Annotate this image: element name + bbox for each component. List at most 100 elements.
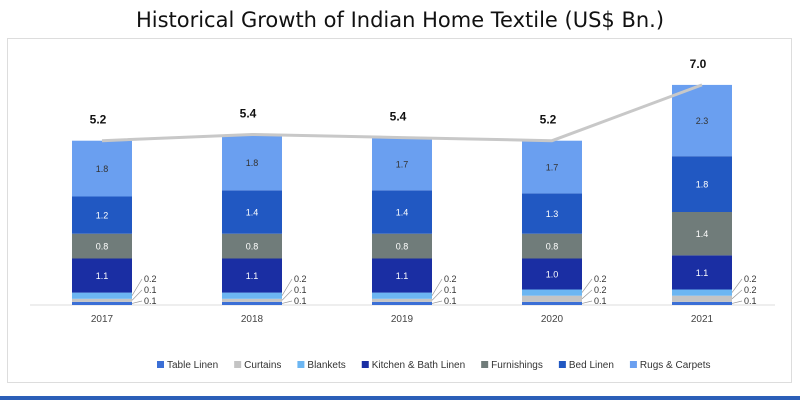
bar-segment-blankets	[372, 292, 432, 299]
legend-item: Rugs & Carpets	[640, 360, 711, 371]
data-label: 0.1	[144, 296, 157, 306]
bar-segment-curtains	[372, 298, 432, 302]
bar-segment-furnishings	[372, 233, 432, 259]
legend-swatch	[297, 361, 305, 368]
bar-segment-table-linen	[222, 301, 282, 305]
bar-segment-kitchen-bath-linen	[522, 258, 582, 290]
data-label: 1.1	[246, 271, 259, 281]
data-label: 0.8	[546, 242, 559, 252]
legend-swatch	[558, 361, 566, 368]
bar-segment-table-linen	[72, 301, 132, 305]
data-label: 0.2	[744, 274, 757, 284]
data-label: 0.1	[594, 296, 607, 306]
bar-segment-rugs-carpets	[522, 140, 582, 194]
legend-swatch	[629, 361, 637, 368]
total-line	[101, 83, 703, 143]
leader-line	[131, 278, 143, 296]
bar-segment-blankets	[522, 289, 582, 296]
data-label: 1.4	[696, 229, 709, 239]
data-label: 1.4	[396, 208, 409, 218]
x-tick-label: 2017	[91, 314, 114, 325]
data-label: 1.7	[396, 159, 409, 169]
leader-line	[581, 300, 593, 304]
data-label: 0.2	[744, 285, 757, 295]
data-label: 0.2	[594, 285, 607, 295]
bar-segment-blankets	[222, 292, 282, 299]
x-tick-label: 2018	[241, 314, 264, 325]
total-label: 5.2	[90, 113, 107, 127]
data-label: 0.2	[294, 274, 307, 284]
leader-line	[281, 278, 293, 296]
x-tick-label: 2020	[541, 314, 564, 325]
legend-item: Kitchen & Bath Linen	[372, 360, 465, 371]
legend-swatch	[234, 361, 242, 368]
bar-segment-bed-linen	[522, 193, 582, 234]
legend-item: Curtains	[244, 360, 281, 371]
data-label: 0.1	[444, 285, 457, 295]
bar-segment-curtains	[222, 298, 282, 302]
legend-item: Blankets	[307, 360, 345, 371]
bar-segment-furnishings	[222, 233, 282, 259]
bar-segment-bed-linen	[72, 196, 132, 234]
total-label: 5.4	[390, 110, 407, 124]
legend-item: Bed Linen	[569, 360, 614, 371]
legend-swatch	[157, 361, 164, 368]
legend-swatch	[481, 361, 489, 368]
data-label: 0.8	[246, 242, 259, 252]
bar-segment-kitchen-bath-linen	[372, 258, 432, 293]
data-label: 1.8	[246, 158, 259, 168]
data-label: 0.1	[744, 296, 757, 306]
data-label: 0.2	[444, 274, 457, 284]
bar-segment-furnishings	[522, 233, 582, 259]
x-tick-label: 2019	[391, 314, 414, 325]
bar-segment-blankets	[72, 292, 132, 299]
data-label: 1.1	[696, 268, 709, 278]
leader-line	[431, 300, 443, 304]
data-label: 1.8	[96, 164, 109, 174]
bottom-accent-bar	[0, 396, 800, 400]
bar-segment-curtains	[72, 298, 132, 302]
leader-line	[731, 289, 743, 300]
legend-item: Furnishings	[491, 360, 543, 371]
data-label: 0.1	[444, 296, 457, 306]
data-label: 1.2	[96, 211, 109, 221]
bar-segment-curtains	[522, 295, 582, 302]
bar-segment-bed-linen	[222, 190, 282, 234]
bar-segment-rugs-carpets	[372, 137, 432, 191]
data-label: 1.1	[396, 271, 409, 281]
chart-title: Historical Growth of Indian Home Textile…	[135, 8, 665, 32]
data-label: 0.8	[96, 242, 109, 252]
bar-segment-furnishings	[72, 233, 132, 259]
data-label: 0.8	[396, 242, 409, 252]
chart-frame	[7, 38, 792, 383]
bar-segment-rugs-carpets	[222, 134, 282, 191]
data-label: 1.4	[246, 208, 259, 218]
leader-line	[431, 278, 443, 296]
data-label: 2.3	[696, 116, 709, 126]
leader-line	[131, 300, 143, 304]
bar-segment-blankets	[672, 289, 732, 296]
leader-line	[431, 289, 443, 301]
data-label: 0.1	[294, 285, 307, 295]
total-label: 5.2	[540, 113, 557, 127]
legend-item: Table Linen	[167, 360, 218, 371]
bar-segment-kitchen-bath-linen	[672, 255, 732, 290]
data-label: 1.0	[546, 270, 559, 280]
bar-segment-kitchen-bath-linen	[72, 258, 132, 293]
data-label: 0.2	[594, 274, 607, 284]
bar-segment-bed-linen	[672, 156, 732, 212]
bar-segment-bed-linen	[372, 190, 432, 234]
total-label: 7.0	[690, 57, 707, 71]
leader-line	[731, 300, 743, 304]
x-tick-label: 2021	[691, 314, 714, 325]
data-label: 1.1	[96, 271, 109, 281]
bar-segment-curtains	[672, 295, 732, 302]
data-label: 1.3	[546, 209, 559, 219]
leader-line	[731, 278, 743, 293]
data-label: 1.7	[546, 163, 559, 173]
leader-line	[281, 289, 293, 301]
bar-segment-table-linen	[522, 301, 582, 305]
bar-segment-table-linen	[672, 301, 732, 305]
